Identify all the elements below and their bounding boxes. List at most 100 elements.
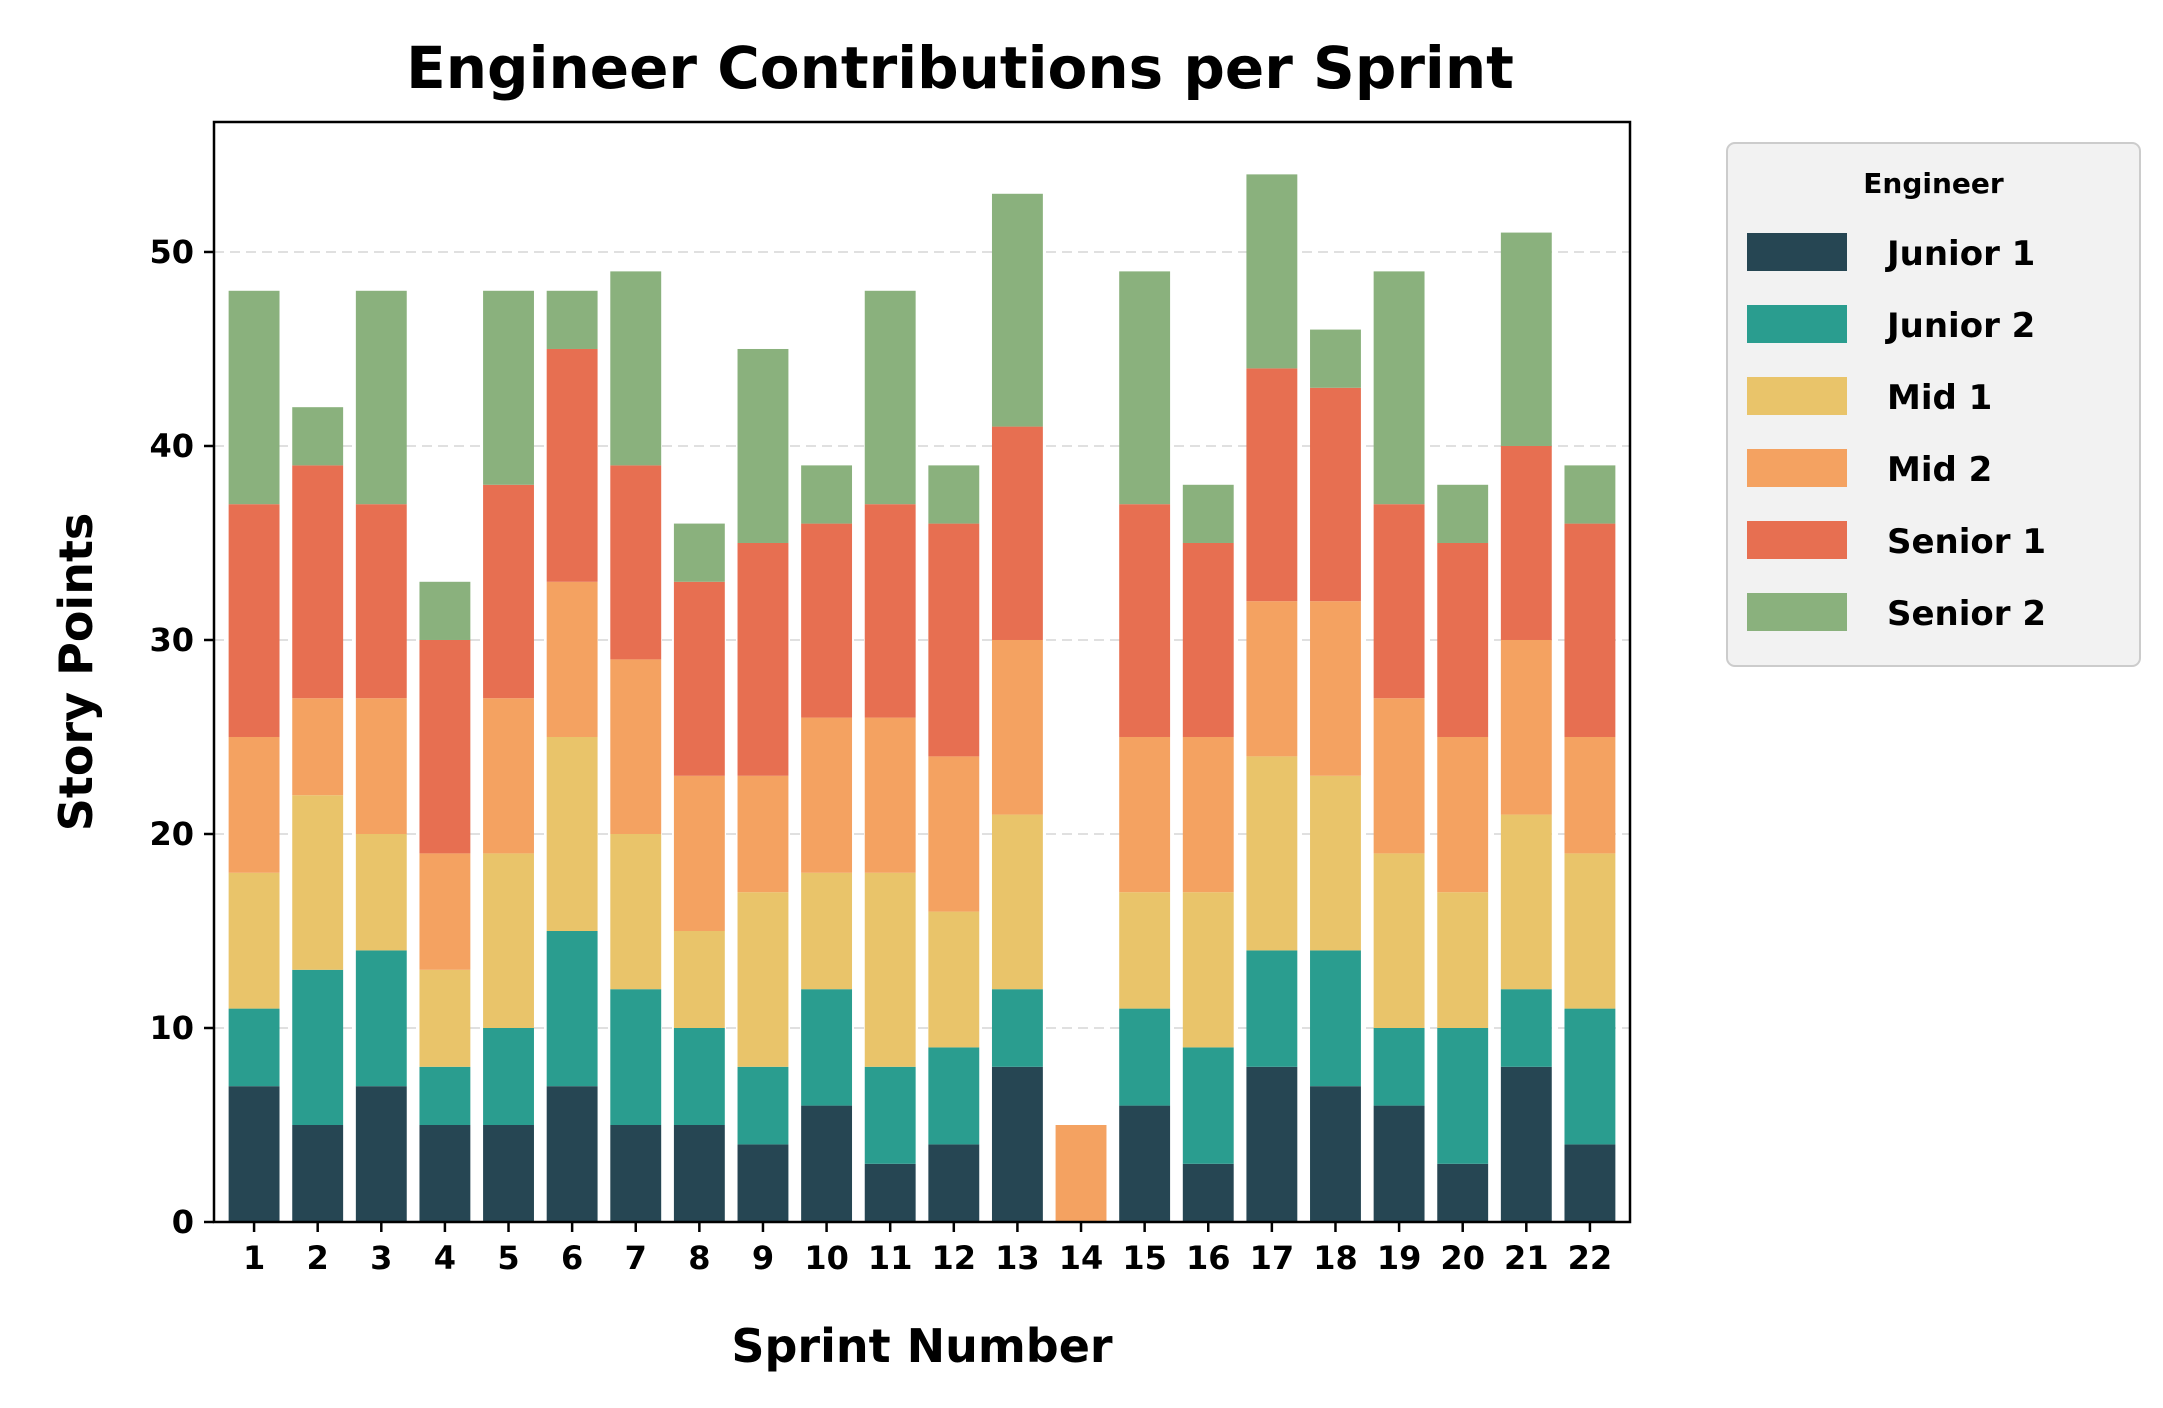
bar-segment: [292, 1124, 344, 1222]
bar-segment: [737, 775, 789, 893]
bar-segment: [610, 465, 662, 660]
bar-segment: [1373, 698, 1425, 854]
bar-segment: [546, 290, 598, 349]
bar-segment: [928, 756, 980, 912]
bar-segment: [1500, 814, 1552, 990]
x-tick-label: 4: [434, 1239, 456, 1277]
bar-segment: [1564, 853, 1616, 1009]
bar-segment: [737, 892, 789, 1067]
bar-segment: [1310, 601, 1361, 776]
legend-label: Mid 1: [1887, 378, 1992, 418]
y-tick-label: 50: [149, 233, 194, 271]
bar-segment: [1437, 1163, 1489, 1222]
bar-segment: [864, 1066, 916, 1164]
gridlines: [214, 250, 1630, 1029]
bar-segment: [1500, 639, 1552, 815]
bar-segment: [737, 348, 789, 543]
x-tick-label: 22: [1568, 1239, 1613, 1277]
legend-label: Senior 2: [1887, 594, 2046, 634]
bar-segment: [673, 523, 725, 582]
bar-segment: [355, 504, 407, 699]
bar-segment: [928, 465, 980, 524]
bar-segment: [1373, 1105, 1425, 1222]
legend: Engineer Junior 1 Junior 2 Mid 1 Mid 2 Senio…: [1726, 142, 2141, 667]
x-tick-label: 19: [1377, 1239, 1422, 1277]
bar-segment: [1564, 465, 1616, 524]
plot-frame: [212, 120, 1632, 1224]
legend-swatch: [1747, 521, 1847, 559]
bar-segment: [1119, 1008, 1171, 1106]
bar-segment: [1246, 174, 1298, 369]
bar-segment: [1182, 892, 1234, 1048]
bar-segment: [1182, 542, 1234, 737]
x-tick-label: 7: [625, 1239, 647, 1277]
bar-segment: [355, 290, 407, 505]
bar-segment: [864, 717, 916, 873]
bar-segment: [801, 1105, 853, 1222]
legend-swatch: [1747, 449, 1847, 487]
bar-segment: [228, 504, 280, 737]
bar-segment: [801, 872, 853, 990]
bar-segment: [546, 736, 598, 931]
bar-segment: [1564, 1144, 1616, 1222]
bar-segment: [419, 1066, 471, 1125]
bar-segment: [1246, 601, 1298, 757]
bar-segment: [864, 872, 916, 1067]
legend-items: Junior 1 Junior 2 Mid 1 Mid 2 Senior 1 Senior…: [1747, 233, 2046, 634]
bar-segment: [864, 1163, 916, 1222]
bar-segment: [1437, 736, 1489, 893]
bar-segment: [419, 639, 471, 854]
bar-segment: [864, 504, 916, 718]
bar-segment: [991, 639, 1043, 815]
bar-segment: [483, 1027, 534, 1125]
bar-segment: [673, 1124, 725, 1222]
bar-segment: [1310, 950, 1361, 1087]
x-tick-label: 13: [995, 1239, 1040, 1277]
bar-segment: [673, 775, 725, 931]
bar-segment: [419, 969, 471, 1067]
bar-segment: [1500, 1066, 1552, 1222]
bar-segment: [928, 1144, 980, 1222]
bar-segment: [355, 1086, 407, 1222]
legend-label: Junior 2: [1885, 306, 2035, 346]
x-tick-label: 15: [1122, 1239, 1167, 1277]
y-tick-label: 30: [149, 621, 194, 659]
bar-segment: [1246, 950, 1298, 1067]
bar-segment: [483, 853, 534, 1028]
bar-segment: [1373, 504, 1425, 699]
bar-segment: [1373, 271, 1425, 505]
bar-segment: [1373, 853, 1425, 1028]
y-tick-label: 10: [149, 1009, 194, 1047]
bar-segment: [991, 426, 1043, 640]
bar-segment: [546, 930, 598, 1087]
bar-segment: [546, 1086, 598, 1222]
y-axis-ticks: 0 10 20 30 40 50: [149, 233, 214, 1241]
bar-segment: [737, 1066, 789, 1145]
bar-segment: [991, 814, 1043, 990]
bar-segment: [610, 1124, 662, 1222]
legend-swatch: [1747, 305, 1847, 343]
bar-segment: [228, 290, 280, 505]
bar-segment: [1119, 892, 1171, 1009]
x-tick-label: 6: [561, 1239, 583, 1277]
bar-segment: [419, 1124, 471, 1222]
bar-segment: [228, 872, 280, 1009]
bar-segment: [419, 853, 471, 970]
bar-segment: [991, 989, 1043, 1067]
bar-segment: [1437, 1027, 1489, 1164]
bar-segment: [1437, 892, 1489, 1028]
x-tick-label: 11: [868, 1239, 913, 1277]
x-tick-label: 12: [932, 1239, 977, 1277]
bar-segment: [228, 1008, 280, 1087]
bar-segment: [1310, 387, 1361, 602]
x-axis-ticks: 1 2 3 4 5 6 7 8 9 10 11 12 13 14 15 16 17 18 19 20 21 22: [243, 1222, 1612, 1277]
bar-segment: [1500, 232, 1552, 446]
bar-segment: [1055, 1124, 1107, 1222]
x-tick-label: 1: [243, 1239, 265, 1277]
bar-segment: [355, 833, 407, 951]
bar-segment: [864, 290, 916, 505]
x-tick-label: 5: [497, 1239, 519, 1277]
bar-segment: [928, 523, 980, 757]
bar-segment: [991, 1066, 1043, 1222]
